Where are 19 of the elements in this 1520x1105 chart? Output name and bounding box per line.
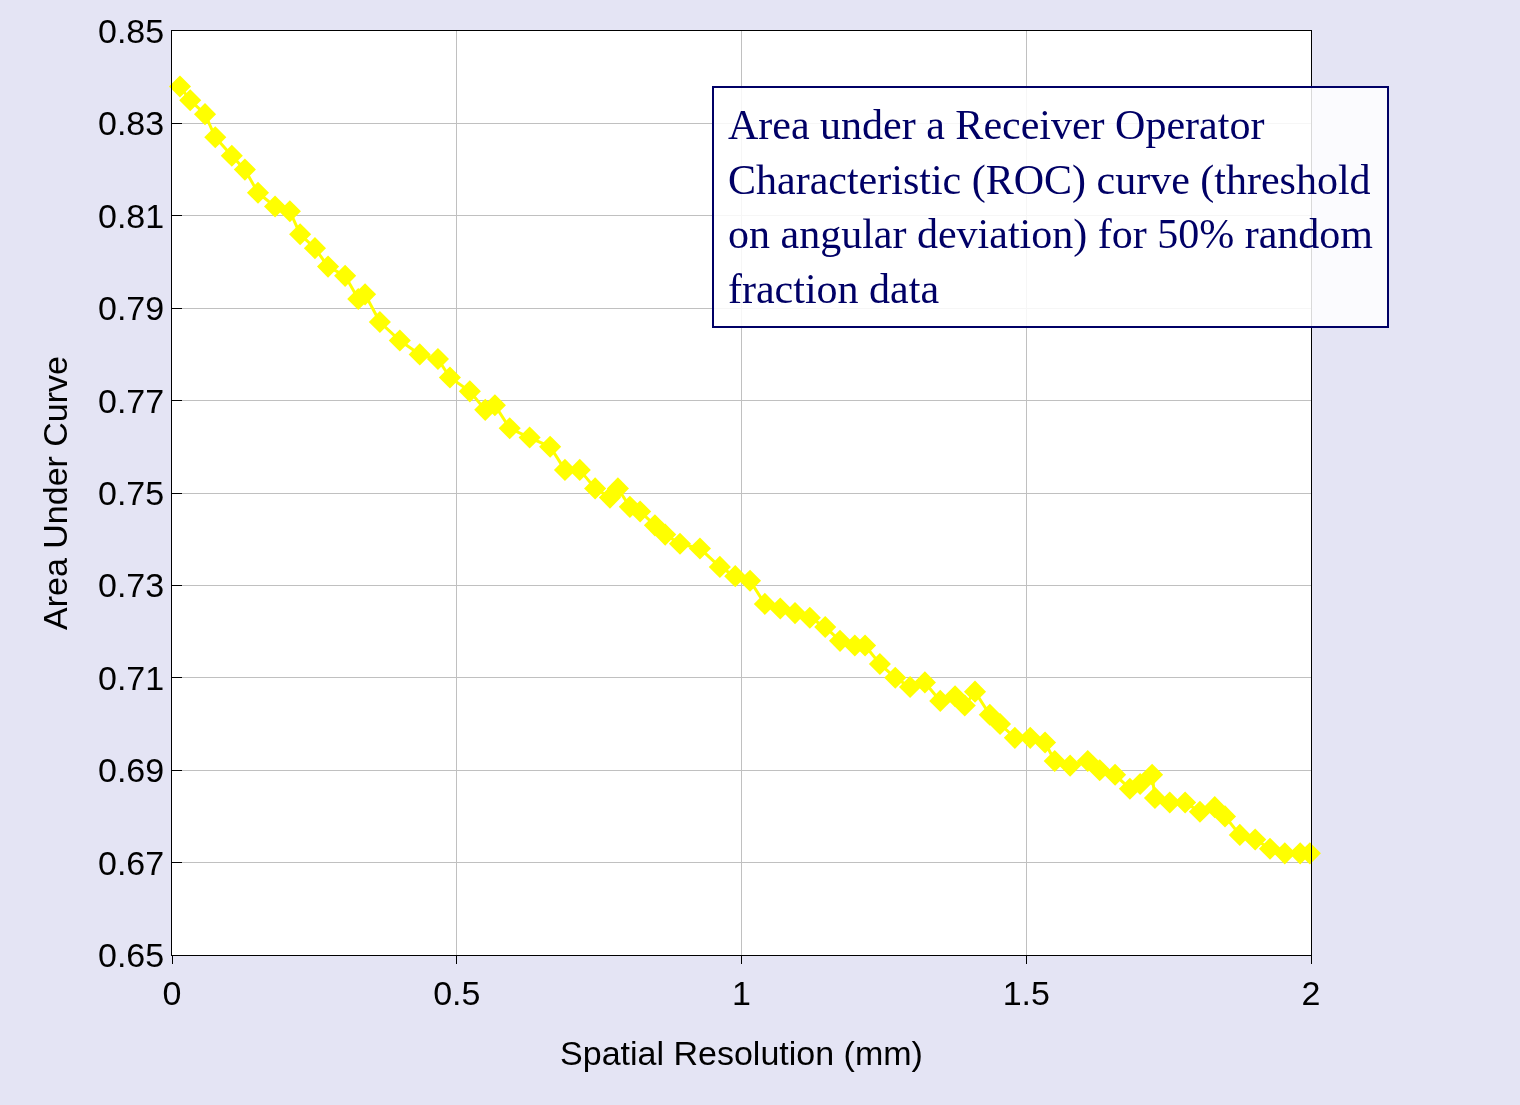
y-tick-label: 0.79 [98, 289, 165, 328]
y-tick-label: 0.85 [98, 11, 165, 50]
y-tick-label: 0.71 [98, 658, 165, 697]
y-tick-label: 0.73 [98, 566, 165, 605]
y-tick-label: 0.65 [98, 935, 165, 974]
y-axis-title: Area Under Curve [35, 355, 74, 631]
annotation: Area under a Receiver Operator Characteristic (ROC) curve (threshold on angular deviation) for 50% random fraction data [728, 102, 1374, 312]
y-tick-label: 0.69 [98, 751, 165, 790]
x-tick-label: 2 [1301, 973, 1321, 1012]
y-tick-label: 0.81 [98, 196, 165, 235]
x-tick-label: 0 [162, 973, 182, 1012]
x-axis-title: Spatial Resolution (mm) [560, 1034, 923, 1073]
x-tick-label: 1 [732, 973, 751, 1012]
x-tick-label: 1.5 [1002, 973, 1050, 1012]
y-tick-label: 0.77 [98, 381, 165, 420]
y-tick-label: 0.67 [98, 843, 165, 882]
y-tick-label: 0.83 [98, 104, 165, 143]
x-tick-label: 0.5 [433, 973, 481, 1012]
y-tick-label: 0.75 [98, 473, 165, 512]
